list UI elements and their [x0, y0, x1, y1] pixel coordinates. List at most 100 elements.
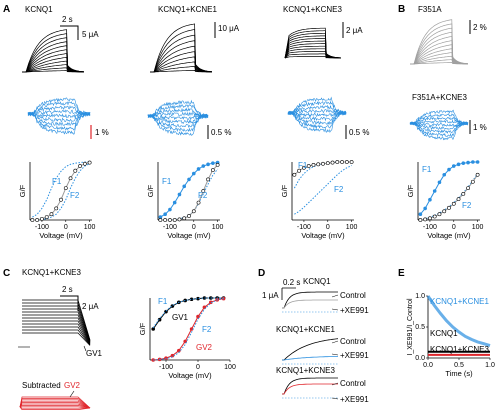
- title-d-kcnq1: KCNQ1: [303, 277, 331, 286]
- data-point-gv1: [151, 327, 155, 331]
- current-trace: [410, 19, 469, 65]
- x-tick-label: -100: [297, 224, 311, 231]
- xe991-trace: [282, 383, 338, 395]
- data-point-gv: [423, 217, 428, 222]
- data-point-f1: [432, 189, 437, 193]
- current-trace: [284, 27, 342, 59]
- scalebar-a1-current: 5 μA: [82, 30, 99, 39]
- x-tick-label: 1.0: [485, 362, 495, 369]
- label-control: Control: [340, 337, 366, 346]
- xe991-trace: [282, 299, 338, 309]
- fluor-trace: [27, 111, 91, 119]
- data-point-gv: [30, 218, 35, 222]
- x-tick-label: 0.0: [423, 362, 433, 369]
- fluor-trace: [147, 114, 209, 125]
- x-tick-label: 0: [196, 364, 200, 371]
- data-point-gv: [292, 172, 297, 177]
- data-point-f1: [206, 162, 210, 167]
- y-axis-label: G/F: [138, 322, 147, 335]
- subtracted-traces-c: [19, 390, 91, 410]
- data-point-f1: [187, 177, 191, 182]
- x-axis-label: Time (s): [445, 369, 473, 378]
- data-point-gv: [340, 160, 344, 164]
- gv-plot-c: -100 0 100 Voltage (mV) G/F F1 GV1 F2 GV2: [138, 296, 236, 380]
- data-point-gv: [451, 201, 456, 206]
- c-gv2-label: GV2: [64, 381, 81, 390]
- title-kcnq1: KCNQ1: [25, 5, 53, 14]
- pointer: [331, 340, 339, 344]
- data-point-gv: [306, 164, 311, 168]
- data-point-gv2: [209, 300, 213, 305]
- scalebar-a1-fl-text: 1 %: [95, 128, 109, 137]
- c-subtracted-label: Subtracted: [22, 381, 61, 390]
- gv1-pointer: [83, 345, 87, 352]
- gv2-pointer: [69, 390, 75, 398]
- fluor-trace: [287, 109, 347, 115]
- scalebar-d-current: 1 μA: [262, 291, 279, 300]
- scalebar-a3-fl: 0.5 %: [345, 125, 369, 139]
- scalebar-d-time: 0.2 s: [283, 278, 300, 287]
- data-point-gv: [437, 212, 442, 217]
- title-kcnq1-kcne3: KCNQ1+KCNE3: [283, 5, 342, 14]
- data-point-f1: [451, 164, 456, 168]
- fluor-trace: [27, 105, 91, 116]
- fluor-trace: [147, 113, 209, 129]
- scalebar-a1-time: 2 s: [62, 15, 73, 24]
- scalebar-a2-fl: 0.5 %: [207, 125, 231, 139]
- scalebar-a1-fl: 1 %: [90, 125, 109, 139]
- series-line-0: [426, 295, 491, 348]
- current-trace: [22, 29, 85, 73]
- fluor-trace: [409, 116, 469, 126]
- x-tick-label: -100: [35, 224, 49, 231]
- data-point-gv: [78, 164, 82, 168]
- control-trace: [282, 338, 339, 361]
- pointer: [331, 308, 339, 311]
- scalebar-b2-fl-text: 1 %: [473, 123, 487, 132]
- data-point-f1: [168, 207, 172, 212]
- x-tick-label: 100: [224, 364, 236, 371]
- data-point-gv: [59, 197, 63, 202]
- x-tick-label: 0: [64, 224, 68, 231]
- data-point-gv1: [202, 296, 207, 300]
- fluor-trace: [147, 114, 209, 136]
- x-tick-label: 0: [452, 224, 456, 231]
- data-point-gv: [335, 160, 340, 164]
- data-point-gv: [302, 165, 306, 170]
- scalebar-a3-fl-text: 0.5 %: [349, 128, 369, 137]
- x-axis-label: Voltage (mV): [301, 231, 345, 240]
- scalebar-c-time: 2 s: [62, 285, 73, 294]
- x-axis-label: Voltage (mV): [167, 231, 211, 240]
- subtracted-trace: [19, 405, 91, 409]
- data-point-gv: [163, 218, 168, 222]
- data-point-f1: [201, 164, 206, 168]
- control-trace: [282, 291, 338, 309]
- data-point-gv: [475, 172, 480, 177]
- scalebar-a3: 2 μA: [342, 22, 363, 38]
- data-point-gv: [35, 218, 40, 222]
- pointer: [331, 294, 339, 298]
- x-axis-label: Voltage (mV): [168, 371, 212, 380]
- data-point-gv: [196, 200, 201, 205]
- subtracted-trace: [19, 402, 91, 409]
- data-point-gv: [321, 161, 325, 166]
- fluorescence-traces-kcnq1-kcne3: [287, 96, 347, 133]
- fluor-trace: [287, 111, 347, 133]
- fluor-trace: [409, 121, 468, 128]
- series-line-f1: [32, 161, 90, 218]
- series-label-f2: F2: [198, 191, 208, 200]
- current-trace: [22, 308, 91, 342]
- data-point-gv: [87, 160, 92, 165]
- current-traces-c: [18, 299, 91, 352]
- data-point-f1: [442, 172, 447, 177]
- data-point-f1: [163, 212, 167, 216]
- current-trace: [22, 311, 91, 343]
- series-label-f1: F1: [52, 177, 62, 186]
- data-point-gv1: [189, 297, 194, 302]
- fluor-trace: [287, 110, 347, 118]
- fluor-trace: [287, 111, 347, 122]
- scalebar-b1: 2 %: [469, 20, 487, 34]
- fluor-trace: [27, 111, 91, 127]
